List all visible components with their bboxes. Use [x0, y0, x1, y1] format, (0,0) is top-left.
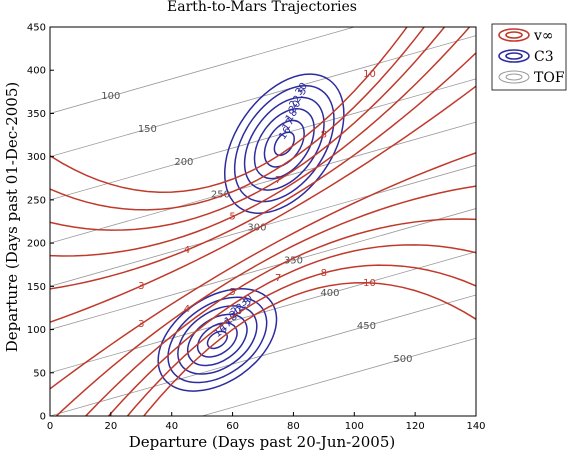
tof-contour-label: 100 [101, 91, 120, 102]
tof-contour-label: 200 [174, 157, 193, 168]
vinf-contour [50, 27, 426, 211]
x-tick-label: 40 [165, 421, 178, 432]
y-tick-label: 400 [27, 66, 46, 77]
vinf-contour [107, 244, 476, 416]
vinf-contour [50, 27, 446, 231]
c3-contour [243, 96, 325, 191]
tof-contour-label: 350 [284, 255, 303, 266]
x-axis-label: Departure (Days past 20-Jun-2005) [129, 433, 396, 451]
vinf-contour-label: 3 [138, 281, 144, 292]
tof-contour [50, 27, 356, 114]
y-tick-label: 200 [27, 239, 46, 250]
c3-contour [177, 305, 258, 375]
vinf-contour-label: 4 [184, 304, 190, 315]
tof-contour [50, 294, 476, 416]
y-tick-label: 250 [27, 195, 46, 206]
vinf-contour [55, 185, 476, 416]
vinf-contour [50, 52, 476, 290]
tof-contour [200, 337, 476, 416]
y-tick-label: 450 [27, 23, 46, 34]
x-axis-ticks: 0 20 40 60 80 100 120 140 [47, 412, 486, 432]
legend-label-c3: C3 [534, 49, 554, 65]
tof-contour [50, 208, 476, 330]
vinf-contour-label: 7 [275, 273, 281, 284]
vinf-contour [126, 264, 476, 416]
vinf-contour-label: 4 [184, 245, 190, 256]
y-tick-label: 350 [27, 109, 46, 120]
tof-contour [50, 121, 476, 244]
legend-item-tof: TOF [498, 70, 565, 86]
x-tick-label: 120 [406, 421, 425, 432]
x-tick-label: 80 [287, 421, 300, 432]
legend: v∞ C3 TOF [491, 23, 567, 91]
x-tick-label: 100 [345, 421, 364, 432]
legend-swatch-c3-inner [505, 52, 523, 60]
vinf-contour-label: 5 [229, 212, 235, 223]
vinf-contour-label: 8 [321, 268, 327, 279]
tof-contour-label: 150 [138, 124, 157, 135]
tof-contour-label: 250 [211, 190, 230, 201]
x-tick-label: 60 [226, 421, 239, 432]
vinf-contour-label: 7 [275, 175, 281, 186]
y-tick-label: 150 [27, 282, 46, 293]
chart-title: Earth-to-Mars Trajectories [167, 0, 357, 15]
vinf-contour [50, 85, 476, 323]
y-tick-label: 100 [27, 325, 46, 336]
plot-frame [49, 26, 477, 417]
y-axis-label: Departure (Days past 01-Dec-2005) [3, 82, 21, 352]
legend-swatch-vinf [498, 28, 530, 42]
vinf-contour-label: 10 [363, 278, 376, 289]
legend-swatch-tof [498, 70, 530, 84]
c3-contour [253, 108, 315, 180]
vinf-contour-label: 10 [363, 69, 376, 80]
vinf-contour-label: 5 [229, 287, 235, 298]
tof-contour [50, 251, 476, 374]
legend-item-c3: C3 [498, 49, 554, 65]
legend-swatch-vinf-inner [505, 31, 523, 39]
tof-contour-label: 400 [320, 288, 339, 299]
tof-contour [50, 78, 476, 201]
y-tick-label: 0 [40, 412, 46, 423]
legend-label-vinf: v∞ [533, 28, 554, 44]
c3-contour [263, 119, 305, 168]
vinf-contour-label: 8 [321, 130, 327, 141]
contour-lines: 1001502002503003504004505001617182022.53… [50, 27, 476, 416]
c3-contour [167, 296, 268, 384]
legend-item-vinf: v∞ [498, 28, 554, 44]
x-tick-label: 0 [47, 421, 53, 432]
vinf-contour-label: 3 [138, 319, 144, 330]
plot-area: 1001502002503003504004505001617182022.53… [49, 26, 477, 417]
tof-contour-label: 450 [357, 321, 376, 332]
vinf-contour [84, 218, 476, 416]
y-axis-ticks: 0 50 100 150 200 250 300 350 400 450 [27, 23, 54, 423]
x-tick-label: 20 [104, 421, 117, 432]
vinf-contour [142, 282, 476, 416]
x-tick-label: 140 [466, 421, 485, 432]
legend-label-tof: TOF [534, 70, 565, 86]
legend-swatch-c3 [498, 49, 530, 63]
c3-contour [273, 131, 295, 157]
vinf-contour [50, 27, 408, 193]
legend-swatch-tof-inner [505, 73, 523, 81]
tof-contour-label: 500 [393, 354, 412, 365]
y-tick-label: 50 [33, 368, 46, 379]
vinf-contour [50, 27, 471, 257]
y-tick-label: 300 [27, 152, 46, 163]
c3-contour [223, 73, 345, 215]
vinf-contour [50, 152, 476, 390]
